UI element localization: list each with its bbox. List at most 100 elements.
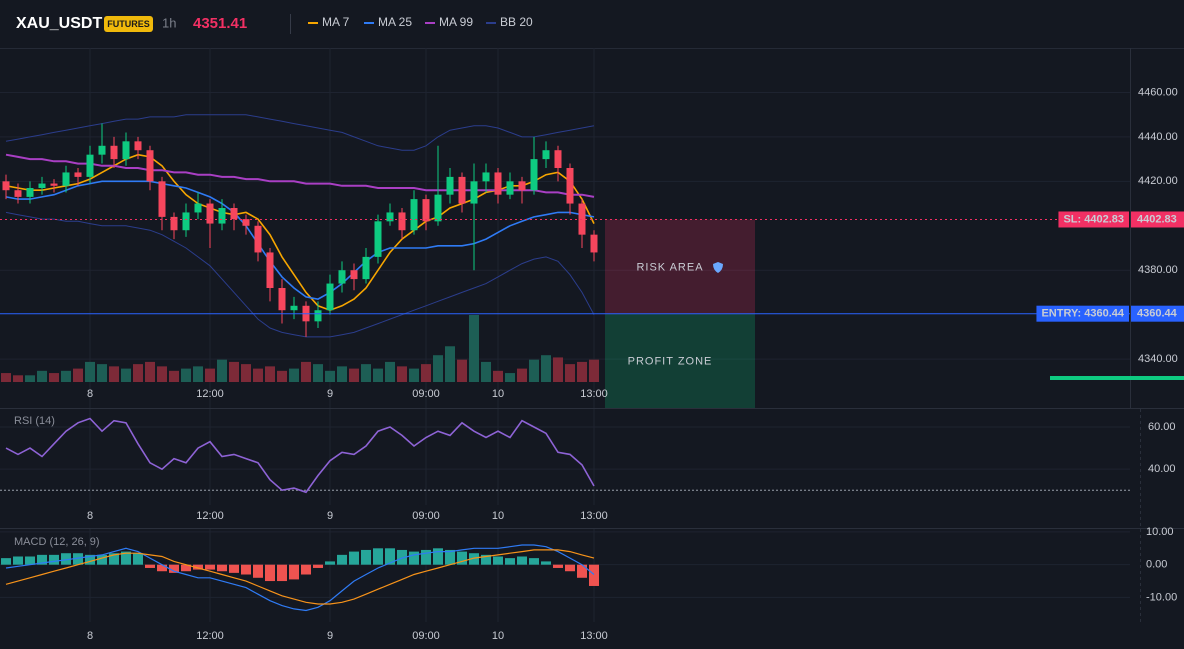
volume-bar: [193, 366, 203, 382]
candle-body: [206, 203, 214, 224]
candle-body: [422, 199, 430, 222]
x-tick-label: 13:00: [580, 630, 608, 642]
y-tick-label: 4380.00: [1138, 264, 1178, 276]
volume-bar: [481, 361, 491, 382]
volume-bar: [205, 368, 215, 382]
macd-histogram-bar: [37, 554, 47, 565]
macd-line: [5, 544, 595, 612]
x-tick-label: 10: [492, 388, 504, 400]
volume-bar: [325, 370, 335, 382]
volume-bar: [253, 368, 263, 382]
zone-label: PROFIT ZONE: [628, 356, 713, 368]
candle-body: [98, 145, 106, 155]
volume-bar: [421, 364, 431, 382]
order-label-bg: [1058, 211, 1129, 228]
volume-bar: [97, 364, 107, 382]
legend-label[interactable]: MA 99: [439, 15, 473, 29]
macd-histogram-bar: [313, 564, 323, 568]
candle-body: [482, 172, 490, 182]
macd-histogram-bar: [409, 551, 419, 565]
candle-body: [2, 181, 10, 191]
candle-body: [506, 181, 514, 195]
legend-label[interactable]: BB 20: [500, 15, 533, 29]
x-tick-label: 8: [87, 510, 93, 522]
macd-title: MACD (12, 26, 9): [14, 536, 100, 548]
volume-bar: [397, 366, 407, 382]
macd-histogram-bar: [517, 556, 527, 565]
candle-body: [530, 159, 538, 191]
y-tick-label: 10.00: [1146, 526, 1174, 538]
macd-histogram-bar: [481, 554, 491, 565]
macd-histogram-bar: [241, 564, 251, 575]
volume-bar: [541, 355, 551, 382]
volume-bar: [301, 361, 311, 382]
axes: 4460.00 4440.00 4420.00 4380.00 4340.00 8 12:0…: [87, 86, 1184, 642]
macd-histogram-bar: [529, 558, 539, 565]
candle-body: [158, 181, 166, 217]
y-tick-label: 0.00: [1146, 559, 1167, 571]
candle-body: [374, 221, 382, 257]
macd-histogram-bar: [433, 548, 443, 565]
candle-body: [254, 225, 262, 253]
volume-bar: [13, 375, 23, 382]
volume-bar: [373, 368, 383, 382]
zone-label: RISK AREA: [636, 261, 703, 273]
volume-bar: [73, 368, 83, 382]
volume-bar: [553, 357, 563, 382]
candle-body: [242, 219, 250, 226]
volume-bar: [409, 368, 419, 382]
candle-body: [230, 208, 238, 220]
candle-body: [566, 168, 574, 204]
x-tick-label: 13:00: [580, 388, 608, 400]
shield-icon: [713, 262, 723, 273]
macd-histogram-bar: [157, 564, 167, 572]
last-price: 4351.41: [193, 15, 247, 32]
volume-bar: [433, 355, 443, 382]
macd-histogram-bar: [133, 553, 143, 565]
candle-body: [194, 203, 202, 213]
macd-histogram-bar: [577, 564, 587, 578]
legend-label[interactable]: MA 7: [322, 15, 350, 29]
y-tick-label: 4420.00: [1138, 175, 1178, 187]
zone: [605, 313, 755, 408]
price-tag-bg: [1131, 305, 1184, 322]
x-tick-label: 8: [87, 630, 93, 642]
macd-histogram-bar: [277, 564, 287, 582]
volume-bar: [265, 366, 275, 382]
macd-histogram-bar: [25, 556, 35, 565]
candle-body: [86, 154, 94, 177]
badge: FUTURES: [107, 19, 150, 29]
y-tick-label: 4460.00: [1138, 86, 1178, 98]
candle-body: [398, 212, 406, 231]
macd-histogram-bar: [265, 564, 275, 582]
rsi-title: RSI (14): [14, 415, 55, 427]
volume-bar: [349, 368, 359, 382]
candle-body: [170, 216, 178, 231]
legend: MA 7 MA 25 MA 99 BB 20: [308, 15, 533, 29]
volume-bar: [577, 361, 587, 382]
interval[interactable]: 1h: [162, 15, 176, 30]
candle-body: [386, 212, 394, 222]
candle-body: [350, 270, 358, 280]
x-tick-label: 12:00: [196, 388, 224, 400]
macd-histogram-bar: [565, 564, 575, 572]
volume-bar: [25, 375, 35, 382]
candle-body: [278, 288, 286, 311]
volume-bar: [49, 373, 59, 382]
candle-body: [314, 310, 322, 322]
x-tick-label: 12:00: [196, 630, 224, 642]
macd-histogram-bar: [1, 558, 11, 565]
x-tick-label: 09:00: [412, 510, 440, 522]
volume-bar: [217, 359, 227, 382]
legend-label[interactable]: MA 25: [378, 15, 412, 29]
macd-histogram-bar: [469, 553, 479, 565]
candle-body: [110, 145, 118, 160]
macd-histogram-bar: [193, 564, 203, 570]
x-tick-label: 9: [327, 388, 333, 400]
volume-bar: [133, 364, 143, 382]
macd-histogram-bar: [121, 551, 131, 565]
candle-body: [14, 190, 22, 197]
volume-bar: [241, 364, 251, 382]
volume-bar: [565, 364, 575, 382]
macd-histogram-bar: [229, 564, 239, 573]
